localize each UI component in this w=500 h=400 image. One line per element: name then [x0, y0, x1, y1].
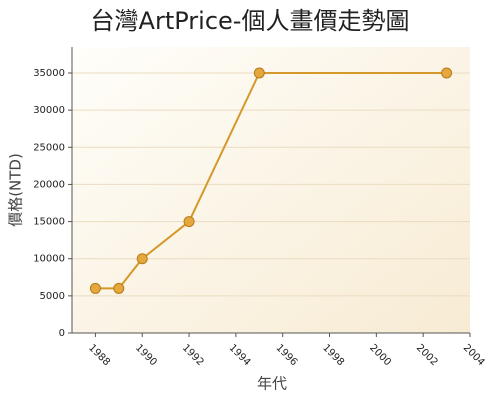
point: [113, 282, 125, 294]
y-tick-label: 0: [59, 328, 65, 339]
x-tick-label: 1996: [273, 342, 299, 368]
x-tick-label: 1992: [180, 342, 206, 368]
y-tick-label: 30000: [33, 105, 65, 116]
y-tick-label: 35000: [33, 68, 65, 79]
plot-area: [72, 47, 470, 333]
x-tick-label: 1998: [320, 342, 346, 368]
x-tick-label: 1990: [133, 342, 159, 368]
point: [136, 253, 148, 265]
x-tick-label: 1994: [227, 342, 253, 368]
y-axis-label: 價格(NTD): [7, 153, 25, 227]
y-tick-label: 10000: [33, 254, 65, 265]
x-tick-label: 2004: [461, 342, 487, 368]
y-tick-label: 20000: [33, 179, 65, 190]
x-tick-label: 2000: [367, 342, 393, 368]
point: [183, 216, 195, 228]
x-tick-label: 2002: [414, 342, 440, 368]
x-axis-label: 年代: [257, 375, 287, 393]
point: [441, 67, 453, 79]
x-tick-label: 1988: [86, 342, 112, 368]
chart-title: 台灣ArtPrice-個人畫價走勢圖: [91, 7, 410, 35]
y-tick-label: 5000: [40, 291, 65, 302]
point: [89, 282, 101, 294]
y-tick-label: 15000: [33, 217, 65, 228]
point: [253, 67, 265, 79]
y-tick-label: 25000: [33, 142, 65, 153]
